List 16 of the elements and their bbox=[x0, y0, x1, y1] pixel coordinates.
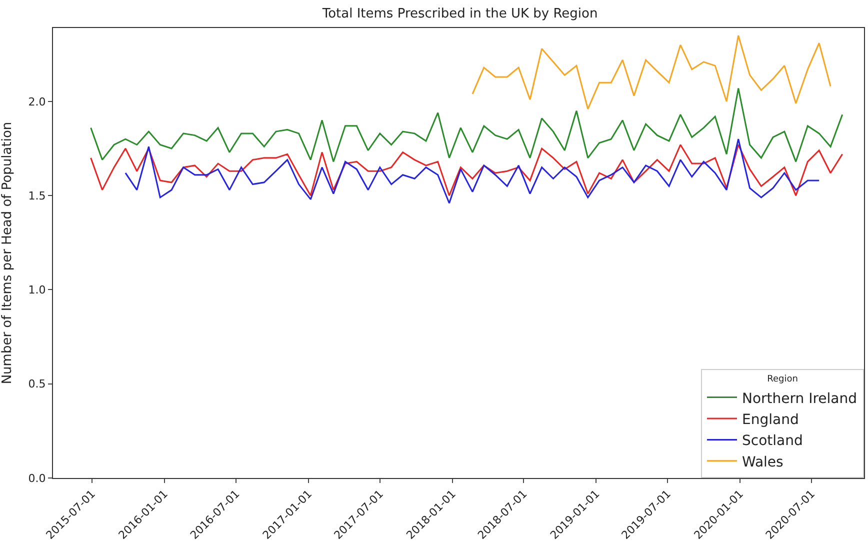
chart-title: Total Items Prescribed in the UK by Region bbox=[321, 6, 598, 22]
legend-label: Wales bbox=[742, 454, 784, 470]
y-tick-label: 2.0 bbox=[28, 95, 46, 108]
y-tick-label: 1.0 bbox=[28, 284, 46, 297]
line-series bbox=[90, 144, 844, 196]
y-tick-label: 0.0 bbox=[28, 472, 46, 485]
line-series bbox=[124, 138, 820, 204]
line-series bbox=[90, 88, 844, 162]
legend-label: England bbox=[742, 412, 799, 428]
legend-label: Northern Ireland bbox=[742, 390, 858, 407]
legend-title: Region bbox=[767, 374, 798, 385]
line-series bbox=[472, 34, 832, 110]
y-tick-label: 0.5 bbox=[28, 378, 46, 391]
y-axis-title: Number of Items per Head of Population bbox=[0, 122, 15, 384]
y-tick-label: 1.5 bbox=[28, 189, 46, 202]
legend-label: Scotland bbox=[742, 433, 803, 450]
